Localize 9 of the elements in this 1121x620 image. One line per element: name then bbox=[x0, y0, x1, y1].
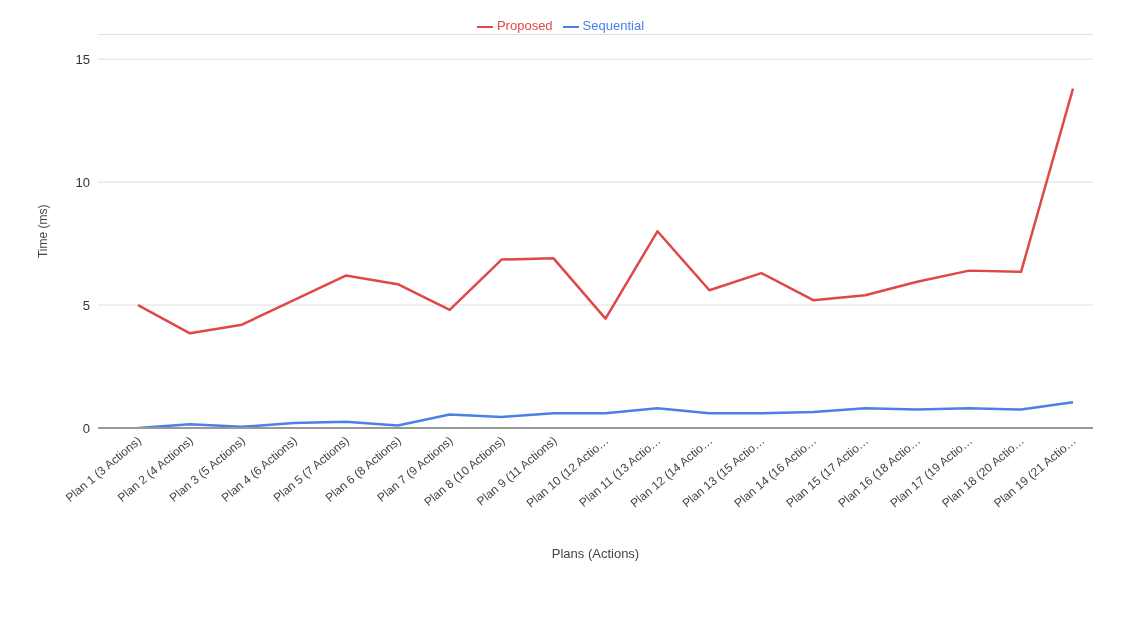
y-tick-label: 10 bbox=[75, 174, 90, 190]
y-tick-label: 0 bbox=[82, 420, 90, 436]
legend-label: Sequential bbox=[582, 18, 645, 33]
x-axis-title: Plans (Actions) bbox=[551, 546, 640, 561]
y-tick-label: 5 bbox=[82, 297, 90, 313]
line-series bbox=[136, 87, 1075, 335]
y-axis-title: Time (ms) bbox=[36, 204, 51, 259]
legend-label: Proposed bbox=[496, 18, 553, 33]
y-tick-label: 15 bbox=[75, 51, 90, 67]
